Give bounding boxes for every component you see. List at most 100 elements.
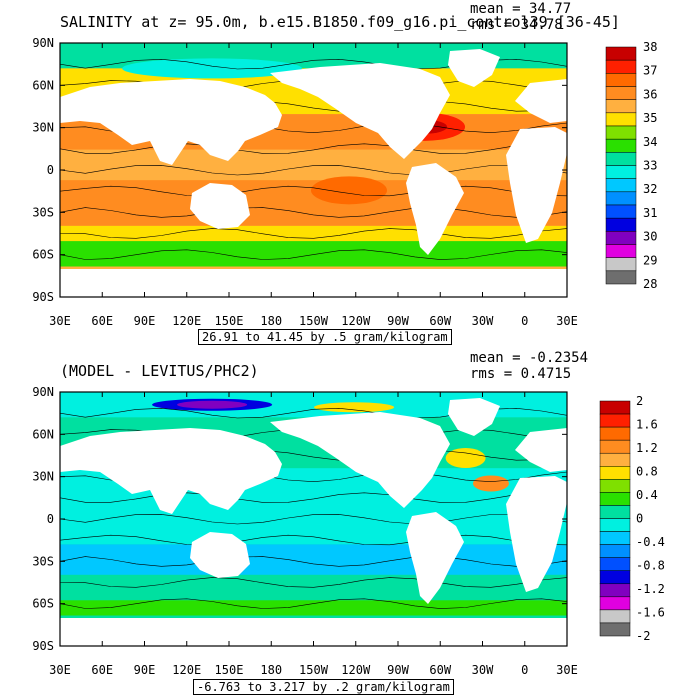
x-tick-label: 30W <box>472 663 494 677</box>
colorbar-label: 0.4 <box>636 488 658 502</box>
colorbar-swatch <box>599 400 631 415</box>
colorbar-swatch <box>599 439 631 454</box>
pacific-high-salinity <box>310 176 387 205</box>
x-tick-label: 90E <box>134 314 156 328</box>
colorbar-label: 28 <box>643 277 657 291</box>
y-tick-label: 30S <box>32 205 54 219</box>
colorbar-swatch <box>605 165 637 179</box>
colorbar-swatch <box>599 531 631 545</box>
contour-line <box>60 492 567 503</box>
map-field <box>60 43 567 297</box>
colorbar-label: 31 <box>643 206 657 220</box>
x-tick-label: 150E <box>215 663 244 677</box>
colorbar-swatch <box>599 452 631 467</box>
colorbar-label: 38 <box>643 40 657 54</box>
contour-line <box>60 249 567 260</box>
x-tick-label: 30E <box>556 314 578 328</box>
y-tick-label: 30N <box>32 470 54 484</box>
colorbar-label: 29 <box>643 253 657 267</box>
colorbar-label: 35 <box>643 111 657 125</box>
colorbar-swatch <box>605 46 637 61</box>
y-tick-label: 0 <box>47 512 54 526</box>
bottom-panel-title: (MODEL - LEVITUS/PHC2) <box>60 362 259 380</box>
contour-line <box>60 556 567 567</box>
colorbar-swatch <box>605 125 637 140</box>
y-tick-label: 90N <box>32 385 54 399</box>
top-contour-info: 26.91 to 41.45 by .5 gram/kilogram <box>198 329 452 345</box>
colorbar-swatch <box>599 492 631 506</box>
colorbar-swatch <box>605 191 637 206</box>
colorbar-label: 2 <box>636 394 643 408</box>
colorbar-label: 33 <box>643 159 657 173</box>
x-tick-label: 120W <box>341 663 371 677</box>
x-tick-label: 120W <box>341 314 371 328</box>
x-tick-label: 30E <box>49 663 71 677</box>
colorbar-swatch <box>599 609 631 624</box>
x-tick-label: 150W <box>299 314 329 328</box>
colorbar-label: -2 <box>636 629 650 643</box>
y-tick-label: 0 <box>47 163 54 177</box>
top-mean-label: mean = 34.77 <box>470 1 572 17</box>
x-tick-label: 30E <box>556 663 578 677</box>
colorbar-label: 37 <box>643 64 657 78</box>
y-tick-label: 30S <box>32 554 54 568</box>
contour-line <box>60 534 567 546</box>
x-tick-label: 30E <box>49 314 71 328</box>
colorbar-label: 34 <box>643 135 657 149</box>
north-atlantic-positive <box>445 448 486 469</box>
colorbar-swatch <box>605 217 637 232</box>
top-rms-label: rms = 34.78 <box>470 17 563 33</box>
field-band-5 <box>60 225 567 242</box>
top-map-panel: 30E 60E 90E 120E 150E 180 150W 120W 90W 60W 30W 0 30… <box>32 36 657 328</box>
colorbar-swatch <box>599 518 631 532</box>
x-tick-label: 60E <box>91 663 113 677</box>
contour-line <box>60 577 567 588</box>
bottom-mean-label: mean = -0.2354 <box>470 350 589 366</box>
colorbar-swatch <box>605 86 637 100</box>
field-band-6 <box>60 241 567 267</box>
bottom-contour-info: -6.763 to 3.217 by .2 gram/kilogram <box>193 679 454 695</box>
y-tick-label: 60S <box>32 248 54 262</box>
colorbar-swatch <box>605 99 637 114</box>
x-tick-label: 90W <box>387 314 409 328</box>
y-tick-label: 90S <box>32 639 54 653</box>
beaufort-positive <box>314 402 395 413</box>
map-field <box>60 392 567 646</box>
top-panel-title: SALINITY at z= 95.0m, b.e15.B1850.f09_g1… <box>60 13 620 31</box>
colorbar-label: -1.6 <box>636 606 665 620</box>
x-tick-label: 180 <box>260 663 282 677</box>
colorbar-swatch <box>599 570 631 585</box>
contour-line <box>60 598 567 609</box>
colorbar-swatch <box>599 505 631 519</box>
x-tick-label: 0 <box>521 663 528 677</box>
x-tick-label: 120E <box>172 663 201 677</box>
colorbar-label: 1.2 <box>636 441 658 455</box>
colorbar-label: -1.2 <box>636 582 665 596</box>
colorbar-swatch <box>605 138 637 153</box>
colorbar-label: 32 <box>643 182 657 196</box>
contour-line <box>60 185 567 197</box>
y-tick-label: 30N <box>32 121 54 135</box>
x-tick-label: 30W <box>472 314 494 328</box>
colorbar-swatch <box>605 244 637 258</box>
colorbar-swatch <box>599 413 631 428</box>
x-tick-label: 0 <box>521 314 528 328</box>
colorbar-swatch <box>605 73 637 87</box>
colorbar-label: 0 <box>636 512 643 526</box>
y-tick-label: 60N <box>32 78 54 92</box>
colorbar-swatch <box>599 479 631 493</box>
colorbar-swatch <box>599 544 631 558</box>
field-band-5 <box>60 600 567 616</box>
mediterranean-positive <box>472 475 509 492</box>
field-band-3 <box>60 149 567 181</box>
colorbar-swatch <box>605 178 637 193</box>
arctic-low-salinity <box>122 58 303 79</box>
colorbar-swatch <box>599 583 631 598</box>
y-tick-label: 60N <box>32 427 54 441</box>
x-tick-label: 90E <box>134 663 156 677</box>
y-tick-label: 60S <box>32 597 54 611</box>
colorbar-label: 1.6 <box>636 418 658 432</box>
colorbar-swatch <box>605 59 637 74</box>
x-tick-label: 60W <box>429 663 451 677</box>
